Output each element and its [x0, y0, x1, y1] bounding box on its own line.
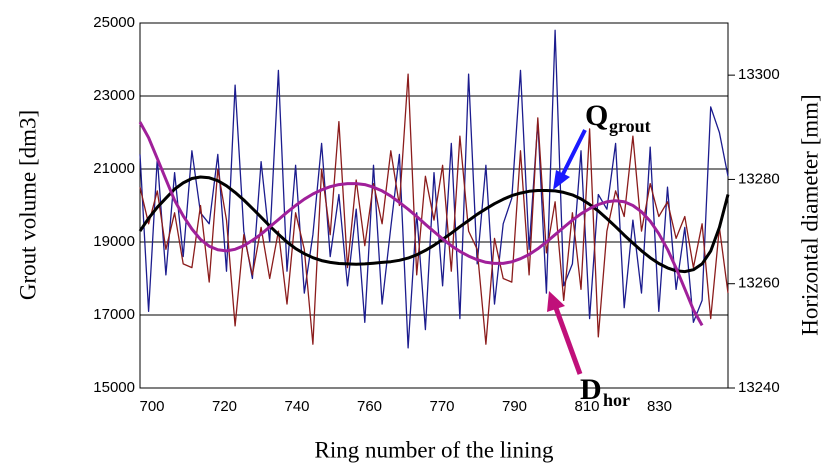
arrow — [553, 307, 583, 375]
x-tick-label: 720 — [212, 398, 237, 415]
series-line — [139, 73, 729, 345]
y-tick-label: 23000 — [93, 87, 135, 104]
y-tick-label: 19000 — [93, 233, 135, 250]
x-axis-title: Ring number of the lining — [315, 437, 554, 462]
x-tick-label: 760 — [357, 398, 382, 415]
series-line — [139, 29, 729, 349]
y-tick-label: 25000 — [93, 14, 135, 31]
x-tick-label: 810 — [574, 398, 599, 415]
y-axis-title: Grout volume [dm3] — [15, 110, 40, 300]
x-tick-label: 830 — [647, 398, 672, 415]
plot-frame — [139, 22, 729, 389]
arrowhead — [553, 170, 570, 190]
x-tick-label: 770 — [429, 398, 454, 415]
series-line — [138, 175, 730, 274]
y2-tick-label: 13260 — [738, 275, 780, 292]
arrowhead — [547, 291, 565, 312]
annotation-subscript: hor — [603, 390, 630, 410]
y-tick-label: 15000 — [93, 379, 135, 396]
annotation-label: Q — [585, 99, 608, 132]
arrow — [560, 129, 587, 177]
series-group — [138, 29, 730, 349]
annotation-label: D — [580, 373, 602, 406]
y2-tick-label: 13300 — [738, 66, 780, 83]
y2-tick-label: 13280 — [738, 170, 780, 187]
y2-axis-title: Horizontal diameter [mm] — [797, 94, 822, 335]
x-tick-label: 740 — [284, 398, 309, 415]
y2-tick-label: 13240 — [738, 379, 780, 396]
y-tick-label: 21000 — [93, 160, 135, 177]
annotation-subscript: grout — [609, 116, 651, 136]
annotation-d: D hor — [547, 291, 630, 410]
series-line — [138, 121, 704, 327]
annotation-q: Q grout — [553, 99, 651, 190]
x-tick-label: 790 — [502, 398, 527, 415]
y-tick-label: 17000 — [93, 306, 135, 323]
x-tick-label: 700 — [139, 398, 164, 415]
